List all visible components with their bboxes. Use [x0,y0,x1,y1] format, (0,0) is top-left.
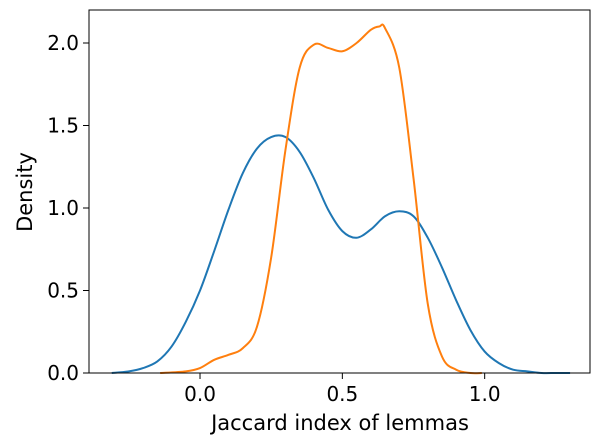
series-layer [111,23,571,375]
x-tick-label: 0.0 [184,382,216,406]
y-axis-label: Density [13,152,37,232]
plot-frame [88,9,591,374]
y-tick-label: 0.5 [47,279,79,303]
x-tick-label: 0.5 [326,382,358,406]
y-tick-label: 1.0 [47,196,79,220]
y-tick-label: 0.0 [47,361,79,385]
y-axis: 0.0 0.5 1.0 1.5 2.0 [47,31,89,385]
y-tick-label: 1.5 [47,114,79,138]
density-line-1 [111,134,571,375]
x-axis: 0.0 0.5 1.0 [184,373,501,406]
x-tick-label: 1.0 [469,382,501,406]
plot-area [89,10,590,373]
density-line-2 [160,23,482,375]
y-tick-label: 2.0 [47,31,79,55]
x-axis-label: Jaccard index of lemmas [209,411,469,435]
